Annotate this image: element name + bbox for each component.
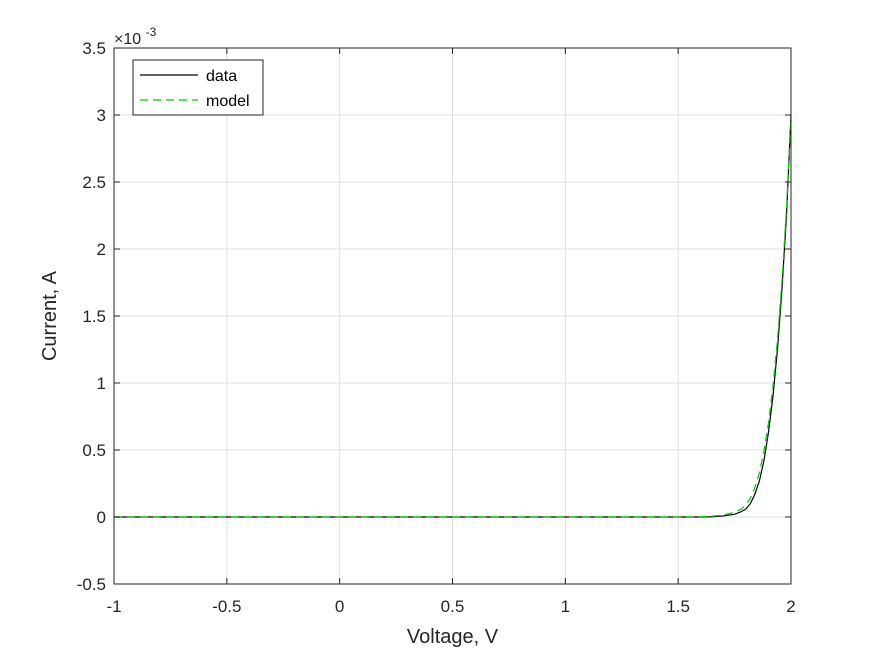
y-tick-label: 1 xyxy=(97,374,106,393)
y-axis-exponent: ×10 -3 xyxy=(114,25,157,48)
tick-labels: -1 -0.5 0 0.5 1 1.5 2-0.500.511.522.533.5 xyxy=(77,39,796,616)
legend-label-data: data xyxy=(206,68,237,85)
x-tick-label: 0 xyxy=(335,597,344,616)
y-tick-label: 2.5 xyxy=(82,173,106,192)
y-axis-exponent-base: ×10 xyxy=(114,31,141,48)
legend: data model xyxy=(132,59,264,116)
y-tick-label: 0.5 xyxy=(82,441,106,460)
legend-label-model: model xyxy=(206,93,250,110)
y-tick-label: 2 xyxy=(97,240,106,259)
y-axis-exponent-power: -3 xyxy=(146,25,157,39)
x-tick-label: 0.5 xyxy=(441,597,465,616)
legend-box xyxy=(132,59,264,116)
plot-series xyxy=(114,114,792,518)
y-axis-label: Current, A xyxy=(39,270,61,361)
y-tick-label: -0.5 xyxy=(77,575,106,594)
x-tick-label: -0.5 xyxy=(212,597,241,616)
y-tick-label: 3 xyxy=(97,106,106,125)
x-tick-label: 1 xyxy=(561,597,570,616)
x-axis-label: Voltage, V xyxy=(407,626,499,648)
axes xyxy=(113,47,792,585)
y-tick-label: 3.5 xyxy=(82,39,106,58)
x-tick-label: -1 xyxy=(106,597,121,616)
series-line-model xyxy=(114,114,792,518)
x-tick-label: 2 xyxy=(786,597,795,616)
x-tick-label: 1.5 xyxy=(666,597,690,616)
y-tick-label: 1.5 xyxy=(82,307,106,326)
y-tick-label: 0 xyxy=(97,508,106,527)
